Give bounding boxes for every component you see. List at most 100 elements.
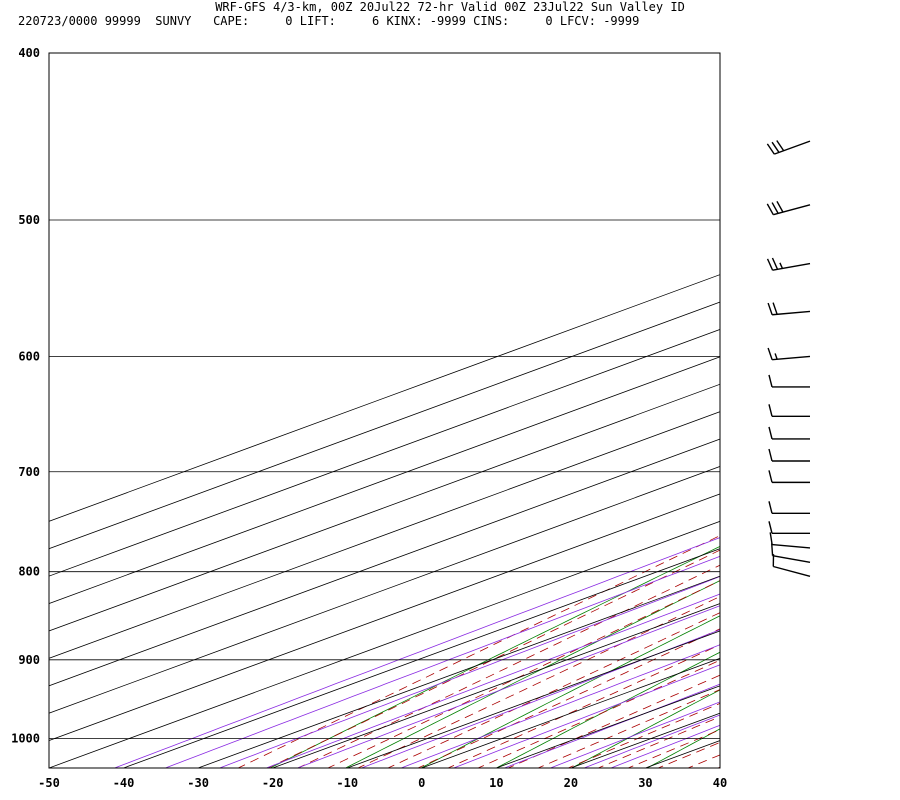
- y-tick-label: 1000: [11, 732, 40, 746]
- wind-barb: [768, 426, 810, 440]
- wind-barb-staff: [772, 554, 811, 563]
- mixing-ratio-line: [218, 576, 720, 768]
- isotherm-gridline: [49, 438, 720, 687]
- isotherm-gridline: [496, 685, 720, 768]
- dry-adiabat: [710, 34, 900, 775]
- isotherm-gridline: [645, 740, 720, 768]
- wind-barb-staff: [772, 355, 811, 361]
- mixing-ratio-line: [609, 724, 720, 768]
- wind-barb-flag: [767, 302, 773, 315]
- wind-barb-flag: [776, 200, 784, 213]
- dewpoint-point: [850, 582, 851, 583]
- moist-adiabat: [657, 742, 720, 768]
- moist-adiabat: [267, 549, 720, 768]
- moist-adiabat: [357, 596, 720, 768]
- header-indices: 220723/0000 99999 SUNVY CAPE: 0 LIFT: 6 …: [18, 14, 639, 28]
- isotherm-gridline: [123, 548, 720, 768]
- wind-barb-flag: [768, 404, 773, 417]
- wind-barb-flag: [768, 448, 773, 462]
- wind-barb: [768, 448, 810, 462]
- wind-barb-half-flag: [774, 353, 778, 360]
- wind-barb-staff: [772, 310, 811, 316]
- x-tick-label: 10: [489, 776, 503, 790]
- dry-adiabat: [570, 689, 720, 768]
- wind-barb: [768, 521, 810, 534]
- dry-adiabat: [785, 34, 900, 775]
- wind-barb-staff: [772, 543, 811, 549]
- isotherm-gridline: [49, 301, 720, 550]
- mixing-ratio-line: [164, 555, 720, 768]
- wind-barb-flag: [766, 203, 774, 216]
- wind-barb-flag: [771, 543, 774, 556]
- moist-adiabat: [627, 729, 720, 768]
- y-tick-label: 500: [18, 213, 40, 227]
- header-title: WRF-GFS 4/3-km, 00Z 20Jul22 72-hr Valid …: [215, 0, 685, 14]
- wind-barb-flag: [768, 521, 773, 534]
- dewpoint-trace: [851, 141, 900, 583]
- y-tick-label: 800: [18, 565, 40, 579]
- dry-adiabat: [646, 728, 720, 768]
- wind-barb: [772, 554, 811, 578]
- mixing-ratio-line: [265, 593, 720, 768]
- isotherm-gridline: [49, 329, 720, 577]
- wind-barb: [766, 257, 811, 271]
- x-tick-label: 40: [713, 776, 727, 790]
- moist-adiabat: [447, 644, 720, 768]
- mixing-ratio-line: [113, 537, 720, 768]
- isotherm-gridline: [719, 767, 720, 768]
- isotherm-gridline: [49, 411, 720, 659]
- x-tick-label: 20: [564, 776, 578, 790]
- wind-barb-flag: [767, 347, 773, 360]
- mixing-ratio-line: [360, 629, 720, 768]
- wind-barb-flag: [772, 302, 778, 315]
- x-tick-label: -30: [187, 776, 209, 790]
- isotherm-gridline: [197, 575, 720, 768]
- y-tick-label: 600: [18, 349, 40, 363]
- wind-barb: [767, 302, 811, 316]
- isotherm-gridline: [272, 603, 720, 768]
- mixing-ratio-line: [400, 644, 720, 768]
- wind-barb-flag: [768, 470, 773, 483]
- moist-adiabat: [417, 628, 720, 768]
- wind-barb: [768, 501, 810, 515]
- isotherm-gridline: [49, 466, 720, 714]
- wind-barb: [766, 140, 811, 155]
- x-tick-label: -50: [38, 776, 60, 790]
- dewpoint-point: [897, 562, 898, 563]
- dry-adiabat: [861, 34, 900, 775]
- moist-adiabat: [507, 674, 720, 768]
- dry-adiabat: [420, 615, 720, 768]
- x-tick-label: 30: [638, 776, 652, 790]
- isotherm-gridline: [347, 630, 720, 768]
- wind-barb: [771, 543, 811, 563]
- wind-barb: [768, 470, 810, 484]
- mixing-ratio-line: [549, 701, 720, 768]
- isotherm-gridline: [49, 383, 720, 632]
- y-tick-label: 900: [18, 653, 40, 667]
- dry-adiabat: [269, 545, 720, 768]
- y-tick-label: 400: [18, 46, 40, 60]
- moist-adiabat: [297, 564, 720, 768]
- dewpoint-point: [862, 576, 863, 577]
- wind-barb: [769, 532, 811, 549]
- wind-barb-flag: [766, 143, 775, 155]
- isotherm-gridline: [49, 493, 720, 742]
- axes: -50 -40 -30 -20 -10 0 10 20 30 40 400 500 600 700 800 9…: [11, 46, 727, 790]
- mixing-ratio-line: [296, 605, 720, 768]
- wind-barb-half-flag: [779, 262, 784, 269]
- moist-adiabat: [567, 702, 720, 768]
- wind-barb-flag: [771, 202, 779, 214]
- x-tick-label: -40: [113, 776, 135, 790]
- mixing-ratio-line: [583, 714, 720, 768]
- wind-barb-flag: [771, 141, 780, 153]
- wind-barb: [768, 404, 810, 418]
- y-tick-label: 700: [18, 465, 40, 479]
- wind-barb-flag: [776, 140, 785, 152]
- isotherm-gridline: [421, 657, 720, 768]
- wind-barb-flag: [768, 374, 773, 388]
- dry-adiabat: [344, 580, 720, 768]
- wind-barb: [768, 374, 810, 388]
- wind-barbs: [766, 140, 811, 578]
- plot-frame: [48, 52, 721, 769]
